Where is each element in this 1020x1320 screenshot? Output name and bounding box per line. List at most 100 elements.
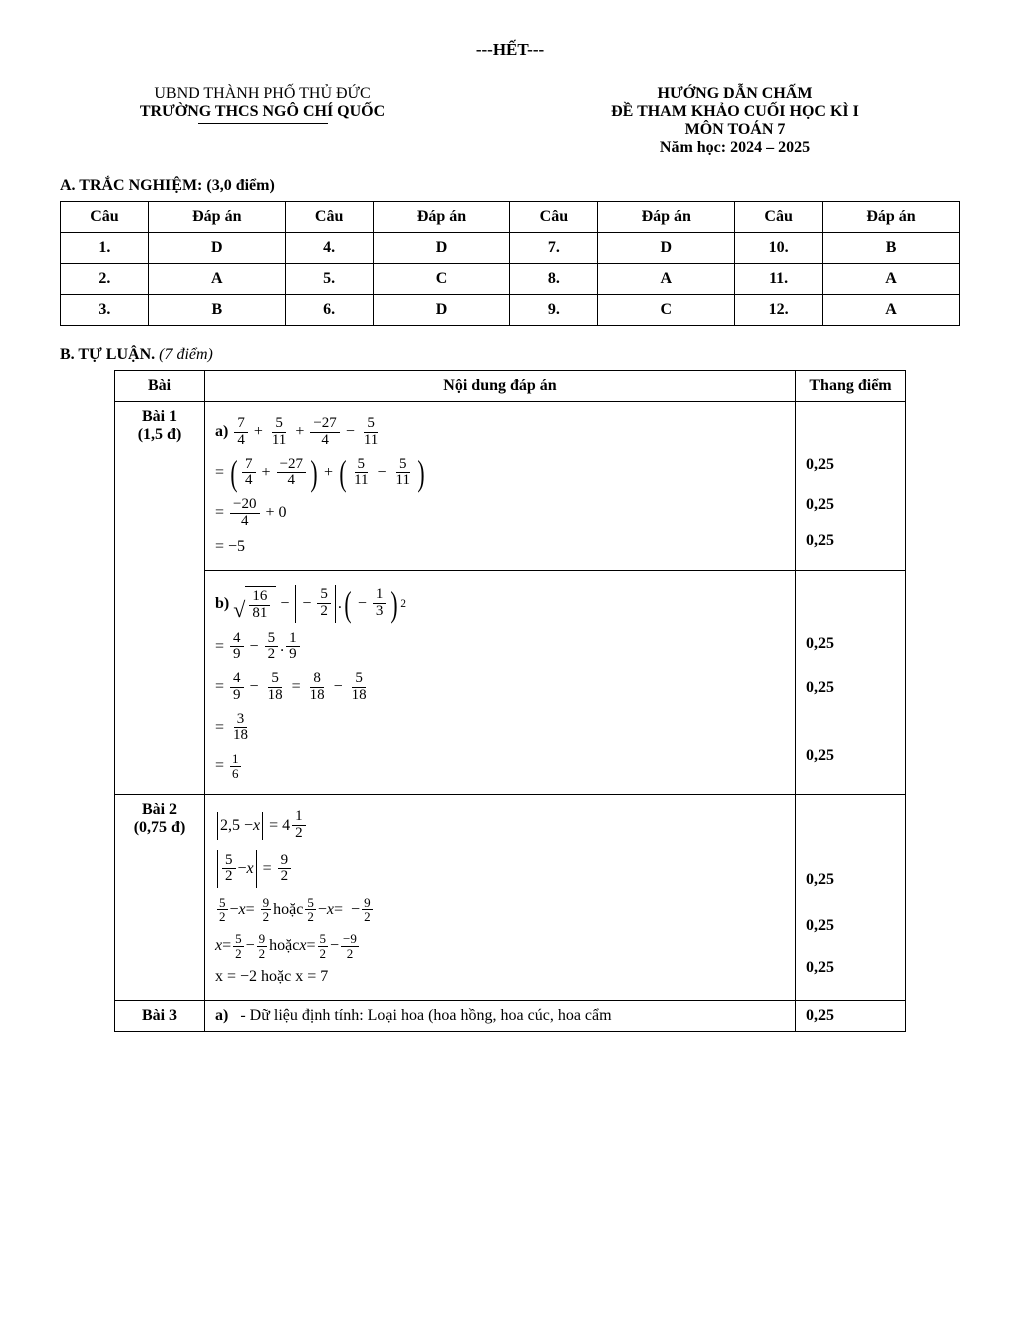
mc-cell: 8. bbox=[510, 264, 598, 295]
mc-row: 2. A 5. C 8. A 11. A bbox=[61, 264, 960, 295]
essay-header-row: Bài Nội dung đáp án Thang điểm bbox=[115, 371, 906, 402]
bai1-points: (1,5 đ) bbox=[125, 426, 194, 444]
math-expr: 2,5 − x=412 bbox=[215, 809, 785, 842]
mc-cell: 10. bbox=[735, 233, 823, 264]
score-value: 0,25 bbox=[806, 635, 895, 653]
bai3-label: Bài 3 bbox=[125, 1007, 194, 1025]
bai1b-score: 0,25 0,25 0,25 bbox=[796, 570, 906, 795]
mc-cell: 12. bbox=[735, 295, 823, 326]
bai3-score: 0,25 bbox=[796, 1001, 906, 1032]
mc-cell: C bbox=[373, 264, 510, 295]
mc-header: Câu bbox=[61, 202, 149, 233]
header-left: UBND THÀNH PHỐ THỦ ĐỨC TRƯỜNG THCS NGÔ C… bbox=[60, 85, 465, 157]
bai1a-content: a) 74+ 511+ −274− 511 = ( 74+ −274 )+( 5… bbox=[205, 402, 796, 571]
mc-cell: D bbox=[373, 295, 510, 326]
bai1b-content: b) √1681 − −52 . (−13)2 = 49− 52.19 = 49… bbox=[205, 570, 796, 795]
score-value: 0,25 bbox=[806, 959, 895, 977]
mc-header: Đáp án bbox=[373, 202, 510, 233]
bai2-score: 0,25 0,25 0,25 bbox=[796, 795, 906, 1001]
math-expr: = 49− 518= 818− 518 bbox=[215, 671, 785, 704]
ubnd-line: UBND THÀNH PHỐ THỦ ĐỨC bbox=[60, 85, 465, 103]
mc-cell: 4. bbox=[285, 233, 373, 264]
bai1-label-cell: Bài 1 (1,5 đ) bbox=[115, 402, 205, 795]
math-expr: = 16 bbox=[215, 752, 785, 780]
mc-cell: 5. bbox=[285, 264, 373, 295]
bai3-content: a) - Dữ liệu định tính: Loại hoa (hoa hồ… bbox=[205, 1001, 796, 1032]
mc-cell: 3. bbox=[61, 295, 149, 326]
header-right: HƯỚNG DẪN CHẤM ĐỀ THAM KHẢO CUỐI HỌC KÌ … bbox=[510, 85, 960, 157]
mc-header: Câu bbox=[510, 202, 598, 233]
mc-header-row: Câu Đáp án Câu Đáp án Câu Đáp án Câu Đáp… bbox=[61, 202, 960, 233]
bai2-label: Bài 2 bbox=[125, 801, 194, 819]
mc-cell: 2. bbox=[61, 264, 149, 295]
essay-header: Nội dung đáp án bbox=[205, 371, 796, 402]
mc-cell: A bbox=[823, 264, 960, 295]
essay-header: Bài bbox=[115, 371, 205, 402]
mc-row: 3. B 6. D 9. C 12. A bbox=[61, 295, 960, 326]
mc-header: Đáp án bbox=[148, 202, 285, 233]
bai2-points: (0,75 đ) bbox=[125, 819, 194, 837]
section-b-title: B. TỰ LUẬN. (7 điểm) bbox=[60, 346, 960, 364]
title-line-2: ĐỀ THAM KHẢO CUỐI HỌC KÌ I bbox=[510, 103, 960, 121]
essay-row: Bài 1 (1,5 đ) a) 74+ 511+ −274− 511 = ( … bbox=[115, 402, 906, 571]
math-expr: a) 74+ 511+ −274− 511 bbox=[215, 416, 785, 449]
mc-cell: 1. bbox=[61, 233, 149, 264]
math-expr: 52 − x = 92 hoặc 52 − x = − 92 bbox=[215, 896, 785, 924]
bai3-text: - Dữ liệu định tính: Loại hoa (hoa hồng,… bbox=[232, 1007, 611, 1024]
section-b-points: (7 điểm) bbox=[155, 346, 213, 363]
essay-row: Bài 3 a) - Dữ liệu định tính: Loại hoa (… bbox=[115, 1001, 906, 1032]
header-block: UBND THÀNH PHỐ THỦ ĐỨC TRƯỜNG THCS NGÔ C… bbox=[60, 85, 960, 157]
score-value: 0,25 bbox=[806, 917, 895, 935]
mc-cell: A bbox=[148, 264, 285, 295]
math-expr: = ( 74+ −274 )+( 511− 511 ) bbox=[215, 457, 785, 490]
math-expr: = 49− 52.19 bbox=[215, 631, 785, 664]
essay-header: Thang điểm bbox=[796, 371, 906, 402]
mc-cell: C bbox=[598, 295, 735, 326]
mc-cell: A bbox=[823, 295, 960, 326]
score-value: 0,25 bbox=[806, 532, 895, 550]
mc-cell: 9. bbox=[510, 295, 598, 326]
score-value: 0,25 bbox=[806, 456, 895, 474]
mc-row: 1. D 4. D 7. D 10. B bbox=[61, 233, 960, 264]
part-a-label: a) bbox=[215, 1007, 228, 1024]
mc-cell: D bbox=[373, 233, 510, 264]
school-line: TRƯỜNG THCS NGÔ CHÍ QUỐC bbox=[60, 103, 465, 121]
bai1a-score: 0,25 0,25 0,25 bbox=[796, 402, 906, 571]
essay-table: Bài Nội dung đáp án Thang điểm Bài 1 (1,… bbox=[114, 370, 906, 1032]
math-expr: = 318 bbox=[215, 712, 785, 745]
or-text: hoặc bbox=[269, 937, 299, 955]
mc-header: Câu bbox=[285, 202, 373, 233]
math-expr: = −204+0 bbox=[215, 497, 785, 530]
mc-header: Đáp án bbox=[598, 202, 735, 233]
score-value: 0,25 bbox=[806, 679, 895, 697]
bai2-content: 2,5 − x=412 52 − x = 92 52 − x = 92 hoặc… bbox=[205, 795, 796, 1001]
math-expr: b) √1681 − −52 . (−13)2 bbox=[215, 585, 785, 623]
math-expr: x = −2 hoặc x = 7 bbox=[215, 968, 785, 986]
math-expr: 52 − x = 92 bbox=[215, 850, 785, 888]
bai3-label-cell: Bài 3 bbox=[115, 1001, 205, 1032]
part-a-label: a) bbox=[215, 423, 228, 441]
score-value: 0,25 bbox=[806, 496, 895, 514]
part-b-label: b) bbox=[215, 595, 229, 613]
bai2-result: x = −2 hoặc x = 7 bbox=[215, 968, 328, 986]
mc-cell: D bbox=[598, 233, 735, 264]
section-a-title: A. TRẮC NGHIỆM: (3,0 điểm) bbox=[60, 177, 960, 195]
mc-cell: D bbox=[148, 233, 285, 264]
title-line-4: Năm học: 2024 – 2025 bbox=[510, 139, 960, 157]
bai1-label: Bài 1 bbox=[125, 408, 194, 426]
mc-header: Đáp án bbox=[823, 202, 960, 233]
header-divider bbox=[198, 123, 328, 124]
mc-cell: 11. bbox=[735, 264, 823, 295]
score-value: 0,25 bbox=[806, 871, 895, 889]
essay-row: b) √1681 − −52 . (−13)2 = 49− 52.19 = 49… bbox=[115, 570, 906, 795]
title-line-3: MÔN TOÁN 7 bbox=[510, 121, 960, 139]
section-b-label: B. TỰ LUẬN. bbox=[60, 346, 155, 363]
bai2-label-cell: Bài 2 (0,75 đ) bbox=[115, 795, 205, 1001]
mc-cell: 6. bbox=[285, 295, 373, 326]
essay-row: Bài 2 (0,75 đ) 2,5 − x=412 52 − x = 92 5… bbox=[115, 795, 906, 1001]
title-line-1: HƯỚNG DẪN CHẤM bbox=[510, 85, 960, 103]
score-value: 0,25 bbox=[806, 1007, 895, 1025]
mc-header: Câu bbox=[735, 202, 823, 233]
or-text: hoặc bbox=[273, 901, 303, 919]
end-marker: ---HẾT--- bbox=[60, 40, 960, 60]
